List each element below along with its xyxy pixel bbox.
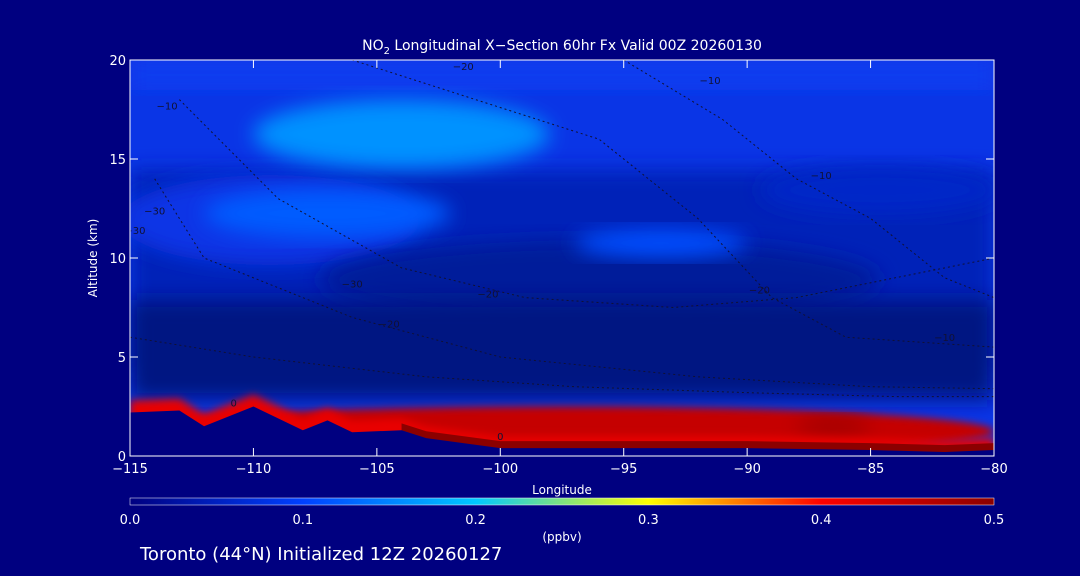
contour-line-2 — [352, 60, 994, 348]
x-tick-label: −100 — [482, 462, 518, 477]
x-tick-label: −110 — [236, 462, 272, 477]
terrain-mask — [130, 406, 994, 456]
contour-label: −20 — [379, 319, 400, 330]
footer-caption: Toronto (44°N) Initialized 12Z 20260127 — [139, 544, 502, 565]
plot-area: −20 −10 −10 −30 −30 −30 −20 −20 −20 −10 −10 0 0 — [124, 60, 994, 456]
colorbar-tick-label: 0.4 — [811, 513, 832, 528]
no2-region-4 — [796, 416, 871, 437]
contour-label: −20 — [477, 290, 498, 301]
x-tick-label: −80 — [980, 462, 1007, 477]
contour-label: −10 — [700, 76, 721, 87]
no2-region-0 — [253, 99, 550, 169]
contour-label: −30 — [144, 206, 165, 217]
y-tick-label: 10 — [109, 252, 126, 267]
temperature-contours: −20 −10 −10 −30 −30 −30 −20 −20 −20 −10 −10 0 0 — [124, 60, 994, 443]
colorbar-tick-label: 0.5 — [984, 513, 1005, 528]
colorbar-tick-label: 0.1 — [292, 513, 313, 528]
y-axis-label: Altitude (km) — [86, 219, 100, 298]
contour-label: −10 — [811, 171, 832, 182]
colorbar-tick-label: 0.0 — [120, 513, 141, 528]
x-tick-label: −95 — [610, 462, 637, 477]
colorbar — [129, 497, 995, 506]
contour-label: −10 — [934, 333, 955, 344]
colorbar-tick-label: 0.2 — [465, 513, 486, 528]
chart-title-subscript: 2 — [384, 46, 390, 57]
y-tick-label: 20 — [109, 54, 126, 69]
chart-title: NO2 Longitudinal X−Section 60hr Fx Valid… — [362, 38, 762, 57]
y-tick-label: 5 — [118, 351, 126, 366]
colorbar-unit-label: (ppbv) — [542, 530, 581, 544]
contour-label: −10 — [156, 102, 177, 113]
x-tick-label: −85 — [857, 462, 884, 477]
colorbar-tick-label: 0.3 — [638, 513, 659, 528]
y-tick-label: 15 — [109, 153, 126, 168]
x-axis: −115 −110 −105 −100 −95 −90 −85 −80 — [112, 60, 1008, 477]
y-tick-label: 0 — [118, 450, 126, 465]
contour-label: −30 — [124, 226, 145, 237]
no2-region-1 — [204, 188, 451, 239]
x-axis-label: Longitude — [532, 483, 592, 497]
x-tick-label: −115 — [112, 462, 148, 477]
x-tick-label: −105 — [359, 462, 395, 477]
contour-label: 0 — [230, 399, 236, 410]
contour-label: −20 — [453, 62, 474, 73]
contour-line-0 — [154, 178, 994, 390]
no2-region-2 — [574, 228, 748, 258]
y-axis: 0 5 10 15 20 — [109, 54, 994, 465]
contour-label: −20 — [749, 286, 770, 297]
contour-label: 0 — [497, 432, 503, 443]
field-shading — [130, 60, 994, 400]
x-tick-label: −90 — [733, 462, 760, 477]
surface-no2-core — [401, 423, 994, 456]
contour-label: −30 — [342, 280, 363, 291]
contour-line-4 — [130, 336, 994, 398]
colorbar-ticks: 0.0 0.1 0.2 0.3 0.4 0.5 — [120, 513, 1005, 528]
contour-line-3 — [623, 60, 994, 299]
